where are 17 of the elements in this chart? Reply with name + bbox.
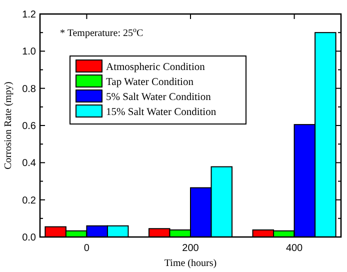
- y-axis-title: Corrosion Rate (mpy): [3, 82, 14, 170]
- x-tick-label: 400: [286, 243, 304, 254]
- x-tick-label: 0: [84, 243, 90, 254]
- y-tick-label: 0.0: [22, 232, 36, 244]
- y-tick-label: 0.6: [22, 121, 36, 132]
- y-tick-label: 0.2: [22, 195, 36, 206]
- y-tick-label: 1.2: [22, 10, 36, 20]
- legend-label: 15% Salt Water Condition: [106, 107, 217, 118]
- x-tick-label: 200: [182, 243, 200, 254]
- y-tick-label: 1.0: [22, 46, 36, 58]
- y-tick-label: 0.4: [22, 158, 36, 170]
- legend-label: 5% Salt Water Condition: [106, 92, 212, 103]
- legend-label: Tap Water Condition: [106, 77, 194, 88]
- x-axis-title: Time (hours): [164, 258, 217, 269]
- annotation: * Temperature: 25$^{o}$C: [60, 26, 144, 39]
- legend-label: Atmospheric Condition: [106, 62, 206, 73]
- y-tick-label: 0.8: [22, 84, 36, 95]
